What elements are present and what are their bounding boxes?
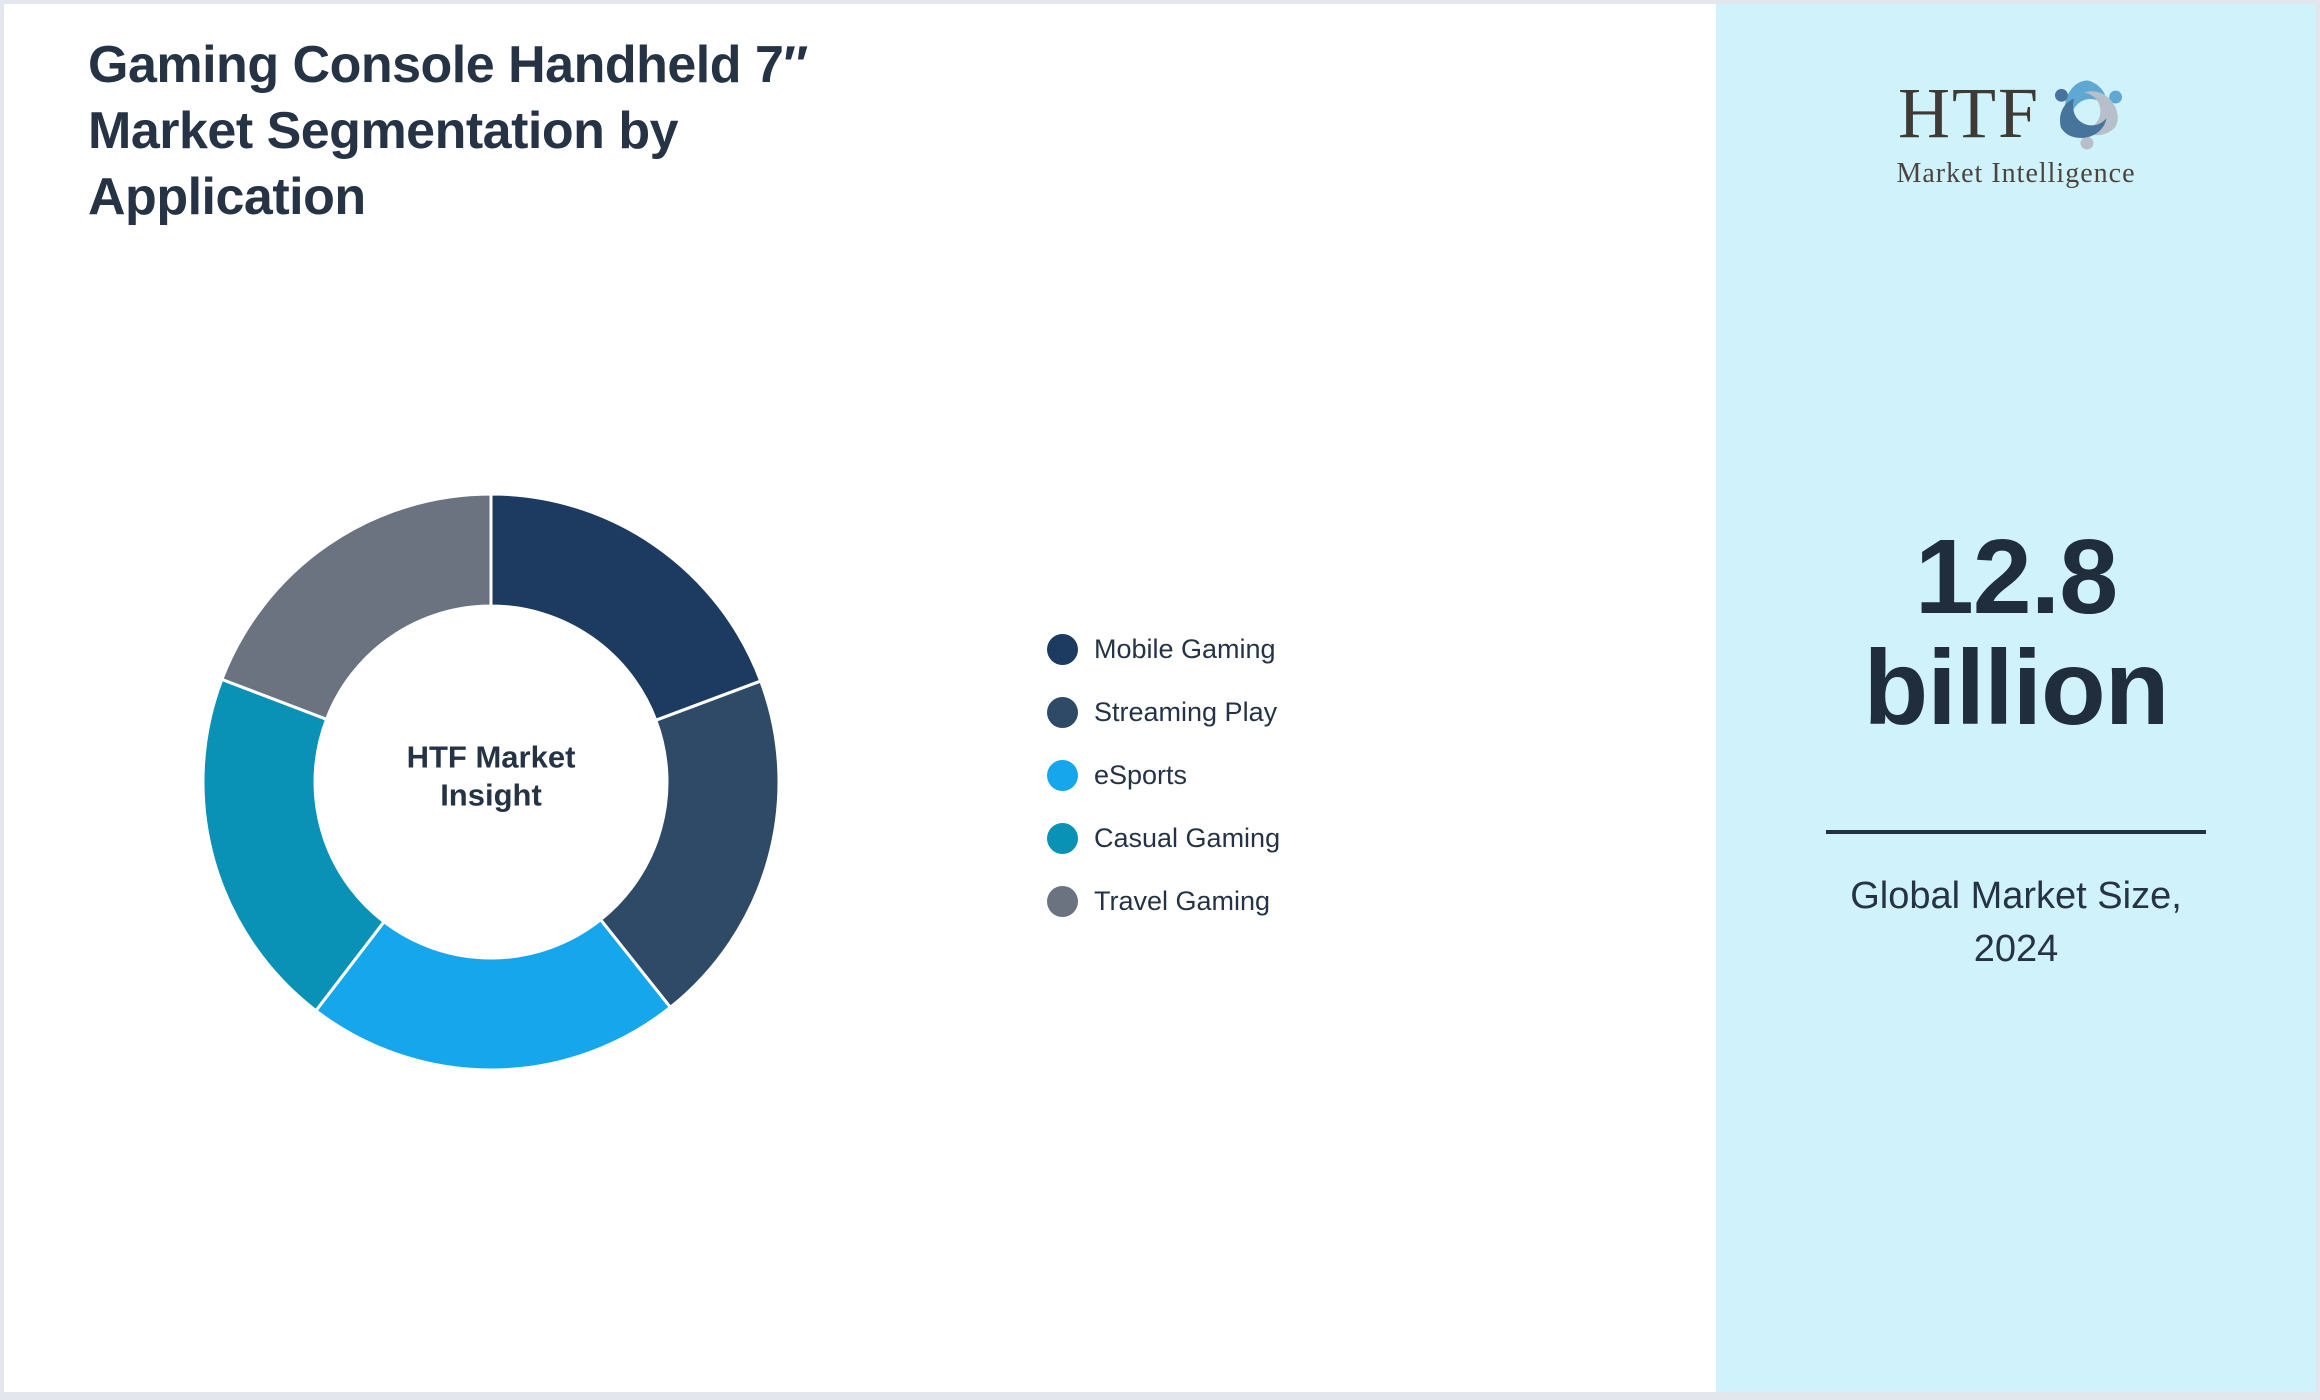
legend-label: Mobile Gaming: [1094, 634, 1276, 664]
brand-subtitle: Market Intelligence: [1896, 158, 2136, 189]
swirl-dot: [2109, 90, 2123, 104]
brand-logo: HTF Market Intelligence: [1716, 70, 2316, 190]
swirl-dot: [2055, 88, 2068, 102]
legend-item: Travel Gaming: [1047, 870, 1280, 933]
legend-item: eSports: [1047, 744, 1280, 807]
market-size-value: 12.8 billion: [1863, 518, 2169, 748]
swirl-figure: [2083, 91, 2118, 136]
donut-slice-streaming-play: [598, 679, 781, 1010]
legend-item: Mobile Gaming: [1047, 618, 1280, 681]
page-title: Gaming Console Handheld 7″ Market Segmen…: [88, 36, 808, 226]
legend-swatch-icon: [1047, 697, 1078, 728]
legend-label: Travel Gaming: [1094, 886, 1271, 916]
legend-label: Casual Gaming: [1094, 823, 1281, 853]
donut-slice-casual-gaming: [201, 677, 387, 1013]
donut-slice-travel-gaming: [219, 492, 493, 722]
legend-item: Streaming Play: [1047, 681, 1280, 744]
brand-logo-row: HTF: [1898, 70, 2134, 156]
sidebar-panel: HTF Market Intelligence 12.8 billion Glo…: [1716, 4, 2316, 1392]
swirl-figure: [2065, 80, 2107, 125]
swirl-dot: [2080, 136, 2094, 150]
legend-swatch-icon: [1047, 634, 1078, 665]
legend-swatch-icon: [1047, 886, 1078, 917]
brand-acronym: HTF: [1897, 73, 2041, 153]
legend-label: eSports: [1094, 760, 1188, 790]
donut-center-label: HTF Market Insight: [406, 739, 576, 813]
logo-swirl-icon: [2055, 80, 2123, 150]
donut-slice-mobile-gaming: [489, 492, 763, 723]
donut-chart-svg: [201, 492, 781, 1072]
swirl-figure: [2060, 98, 2107, 138]
market-size-caption: Global Market Size, 2024: [1850, 875, 2182, 971]
donut-slice-esports: [313, 917, 673, 1072]
donut-chart: HTF Market Insight: [199, 490, 783, 1074]
legend-item: Casual Gaming: [1047, 807, 1280, 870]
legend-label: Streaming Play: [1094, 697, 1278, 727]
legend-swatch-icon: [1047, 760, 1078, 791]
legend: Mobile Gaming Streaming Play eSports Casual…: [1047, 618, 1280, 933]
divider-line: [1826, 830, 2206, 834]
legend-swatch-icon: [1047, 823, 1078, 854]
